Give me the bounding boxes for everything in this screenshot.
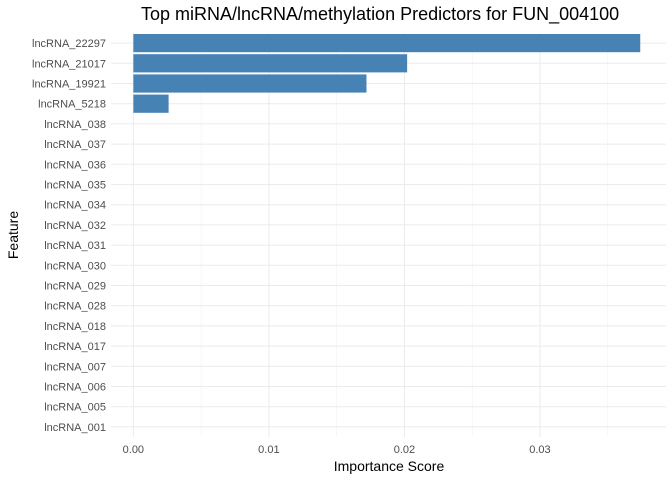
y-tick-label: lncRNA_007 xyxy=(44,361,106,373)
y-tick-label: lncRNA_036 xyxy=(44,159,106,171)
y-tick-label: lncRNA_001 xyxy=(44,422,106,434)
x-tick-labels: 0.00 0.01 0.02 0.03 xyxy=(123,444,551,456)
y-tick-label: lncRNA_005 xyxy=(44,402,106,414)
bar xyxy=(133,34,641,53)
y-tick-label: lncRNA_030 xyxy=(44,260,106,272)
y-tick-label: lncRNA_028 xyxy=(44,301,106,313)
y-tick-label: lncRNA_034 xyxy=(44,200,106,212)
y-tick-labels: lncRNA_22297 lncRNA_21017 lncRNA_19921 lncR… xyxy=(32,38,106,434)
y-tick-label: lncRNA_035 xyxy=(44,180,106,192)
x-tick-label: 0.01 xyxy=(258,444,279,456)
y-tick-label: lncRNA_017 xyxy=(44,341,106,353)
bars xyxy=(133,34,641,113)
x-tick-label: 0.03 xyxy=(529,444,550,456)
y-tick-label: lncRNA_006 xyxy=(44,382,106,394)
y-tick-label: lncRNA_22297 xyxy=(32,38,106,50)
bar xyxy=(133,54,408,73)
y-tick-label: lncRNA_031 xyxy=(44,240,106,252)
y-axis-label: Feature xyxy=(5,211,21,259)
y-tick-label: lncRNA_018 xyxy=(44,321,106,333)
x-tick-label: 0.02 xyxy=(394,444,415,456)
x-tick-label: 0.00 xyxy=(123,444,144,456)
bar xyxy=(133,94,169,113)
x-axis-label: Importance Score xyxy=(334,458,445,474)
chart-title: Top miRNA/lncRNA/methylation Predictors … xyxy=(141,4,619,25)
y-tick-label: lncRNA_032 xyxy=(44,220,106,232)
y-tick-label: lncRNA_19921 xyxy=(32,79,106,91)
y-tick-label: lncRNA_21017 xyxy=(32,58,106,70)
y-tick-label: lncRNA_038 xyxy=(44,119,106,131)
grid xyxy=(111,33,666,437)
y-tick-label: lncRNA_029 xyxy=(44,281,106,293)
y-tick-label: lncRNA_5218 xyxy=(38,99,106,111)
bar xyxy=(133,74,367,93)
y-tick-label: lncRNA_037 xyxy=(44,139,106,151)
